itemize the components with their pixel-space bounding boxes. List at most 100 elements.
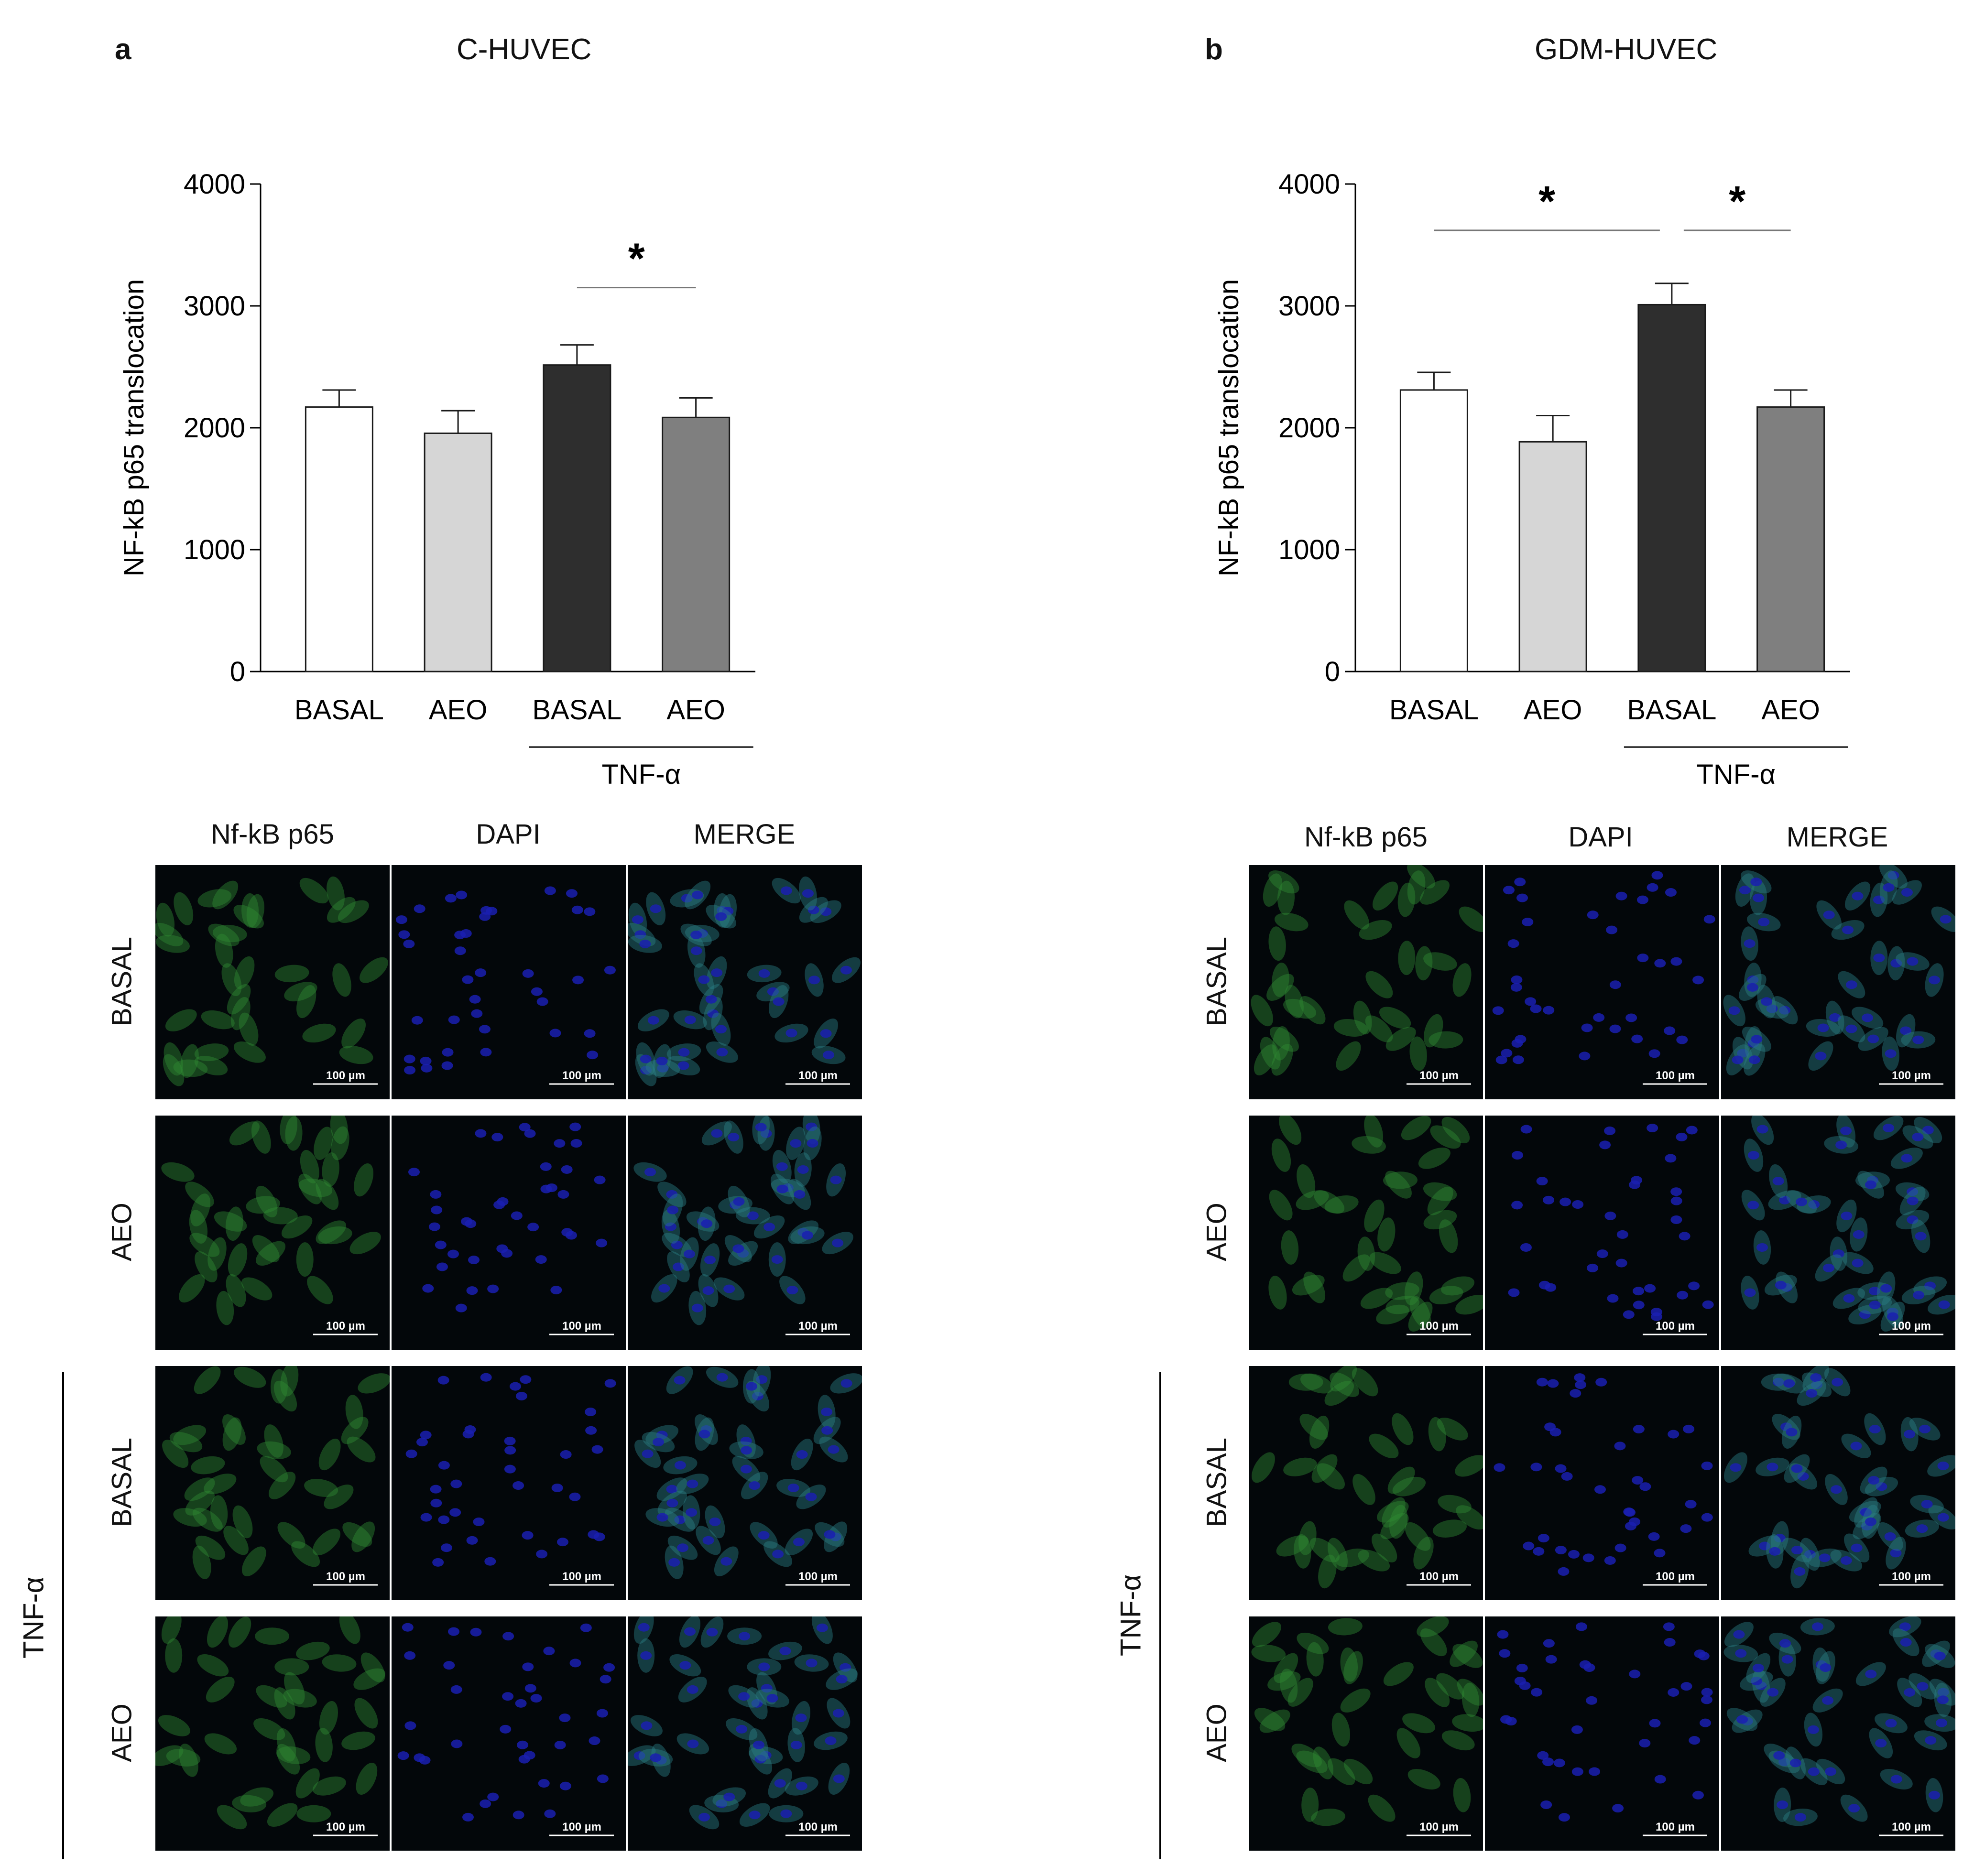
cell	[302, 1023, 336, 1043]
nucleus	[1629, 1670, 1641, 1679]
cell	[241, 1546, 266, 1576]
nucleus	[1730, 1463, 1742, 1472]
nucleus	[597, 1774, 609, 1783]
nucleus	[1815, 1052, 1827, 1061]
nucleus	[772, 1550, 784, 1559]
cell	[1292, 1275, 1325, 1296]
nucleus	[556, 1538, 568, 1547]
nucleus	[1639, 1739, 1651, 1748]
cell	[1274, 1653, 1298, 1683]
nucleus	[780, 1809, 792, 1818]
nucleus	[642, 1449, 654, 1458]
cell	[270, 1369, 288, 1404]
nucleus	[587, 1051, 599, 1060]
nucleus	[1499, 1649, 1511, 1658]
tnf-bracket-line-a	[62, 1372, 64, 1859]
cell	[191, 1456, 225, 1475]
cell	[161, 1616, 182, 1644]
cell	[274, 1658, 309, 1676]
nucleus	[1631, 1034, 1643, 1043]
nucleus	[1783, 1379, 1795, 1388]
y-tick-label: 3000	[184, 291, 245, 322]
cell	[1252, 1622, 1281, 1647]
nucleus	[640, 1651, 652, 1660]
cell	[201, 1010, 235, 1030]
nucleus	[1689, 1736, 1701, 1745]
cell	[1385, 1171, 1412, 1199]
nucleus	[1692, 976, 1704, 985]
nucleus	[807, 1139, 818, 1148]
cell	[1409, 1036, 1427, 1071]
cell	[164, 1042, 183, 1076]
scale-bar-label: 100 µm	[798, 1320, 838, 1333]
bar	[1399, 389, 1468, 672]
nucleus	[1900, 1638, 1912, 1647]
cell	[316, 1179, 339, 1210]
nucleus	[1750, 878, 1762, 887]
nucleus	[1679, 1232, 1690, 1241]
cell	[277, 1522, 305, 1549]
nucleus	[428, 1222, 440, 1231]
panel-b-letter: b	[1205, 33, 1223, 66]
nucleus	[1701, 1688, 1713, 1697]
nucleus	[531, 987, 543, 996]
bar	[543, 364, 611, 672]
nucleus	[828, 1445, 840, 1454]
scale-bar-label: 100 µm	[1892, 1320, 1931, 1333]
cell	[1271, 1139, 1291, 1172]
nucleus	[1797, 1472, 1809, 1481]
nucleus	[1883, 883, 1895, 892]
nucleus	[538, 1779, 550, 1788]
nucleus	[1680, 1682, 1692, 1691]
cell	[1313, 1746, 1333, 1779]
cell	[233, 905, 264, 929]
cell	[1336, 1041, 1361, 1071]
nucleus	[1594, 1485, 1606, 1494]
cell	[180, 1044, 199, 1078]
nucleus	[509, 1382, 521, 1391]
cell	[1441, 1730, 1475, 1751]
cell	[189, 1233, 220, 1257]
nucleus	[740, 1436, 752, 1445]
nucleus	[701, 1219, 713, 1228]
chart-a: 0 1000 2000 3000 4000 NF-kB p65 translocation…	[119, 169, 755, 790]
cell	[1268, 1276, 1287, 1310]
nucleus	[1934, 1651, 1946, 1660]
nucleus	[502, 1632, 514, 1641]
nucleus	[1633, 1425, 1645, 1434]
cell	[165, 1009, 197, 1031]
nucleus	[666, 1498, 678, 1507]
nucleus	[677, 1061, 689, 1070]
nucleus	[1587, 1263, 1599, 1272]
cell	[315, 1728, 333, 1762]
cell	[197, 1654, 229, 1677]
chart-b: 0 1000 2000 3000 4000 NF-kB p65 translocation…	[1213, 169, 1850, 790]
cell	[1432, 1519, 1467, 1538]
scale-bar-label: 100 µm	[1892, 1069, 1931, 1082]
nucleus	[1574, 1373, 1586, 1382]
cell	[339, 1616, 360, 1644]
nucleus	[1737, 1049, 1749, 1058]
nucleus	[462, 1812, 474, 1822]
cell	[1429, 1031, 1463, 1049]
nucleus	[1616, 1230, 1628, 1239]
nucleus	[691, 1303, 703, 1312]
column-header-merge: MERGE	[1786, 822, 1888, 853]
cell	[1335, 1548, 1369, 1567]
micrograph-background	[1485, 1366, 1719, 1600]
nucleus	[1538, 1534, 1549, 1543]
nucleus	[1561, 1472, 1573, 1481]
nucleus	[840, 965, 852, 975]
cell	[307, 1276, 333, 1304]
nucleus	[676, 1543, 688, 1552]
cell	[1330, 1366, 1357, 1392]
nucleus	[1604, 1211, 1616, 1220]
nucleus	[1612, 1804, 1624, 1813]
cell	[1269, 1190, 1293, 1221]
nucleus	[1789, 1758, 1801, 1768]
nucleus	[456, 890, 468, 900]
nucleus	[448, 1627, 460, 1636]
cell	[1357, 1236, 1375, 1271]
cell	[1424, 1014, 1443, 1048]
micrograph-nfkb: 100 µm	[1249, 865, 1483, 1099]
